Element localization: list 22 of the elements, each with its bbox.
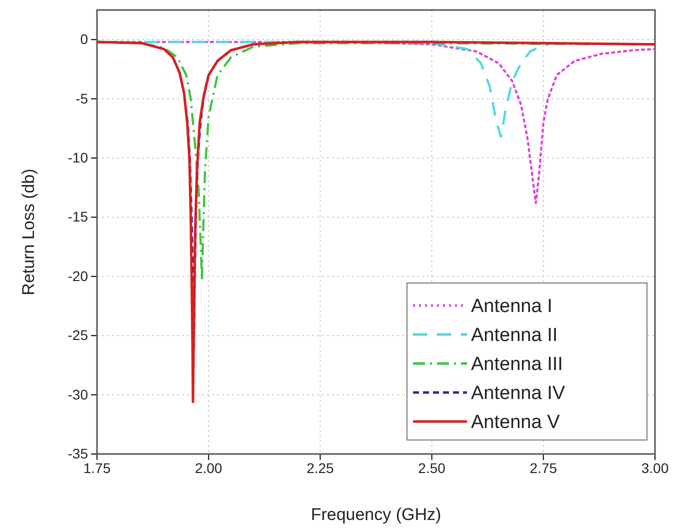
line-series <box>97 40 655 404</box>
x-tick-label: 2.50 <box>418 460 446 476</box>
x-tick-label: 2.00 <box>194 460 222 476</box>
y-tick-label: -5 <box>76 90 88 106</box>
x-axis-title: Frequency (GHz) <box>310 505 442 524</box>
y-tick-label: -15 <box>68 208 88 225</box>
y-tick-label: -25 <box>68 327 88 344</box>
y-tick-label: -20 <box>68 268 88 284</box>
y-tick-label: -10 <box>68 149 88 166</box>
x-tick-label: 1.75 <box>83 460 111 476</box>
legend-label: Antenna II <box>471 325 558 346</box>
legend-label: Antenna V <box>471 412 560 434</box>
x-tick-label: 2.75 <box>530 460 558 476</box>
y-tick-label: -30 <box>68 386 88 402</box>
legend-label: Antenna IV <box>471 383 566 404</box>
y-tick-label: -35 <box>68 445 88 462</box>
legend-label: Antenna I <box>471 296 552 318</box>
x-tick-label: 2.25 <box>306 460 334 476</box>
x-tick-label: 3.00 <box>641 460 669 476</box>
y-axis-title: Return Loss (db) <box>19 168 38 296</box>
legend-label: Antenna III <box>471 354 563 376</box>
y-tick-label: 0 <box>80 31 88 48</box>
